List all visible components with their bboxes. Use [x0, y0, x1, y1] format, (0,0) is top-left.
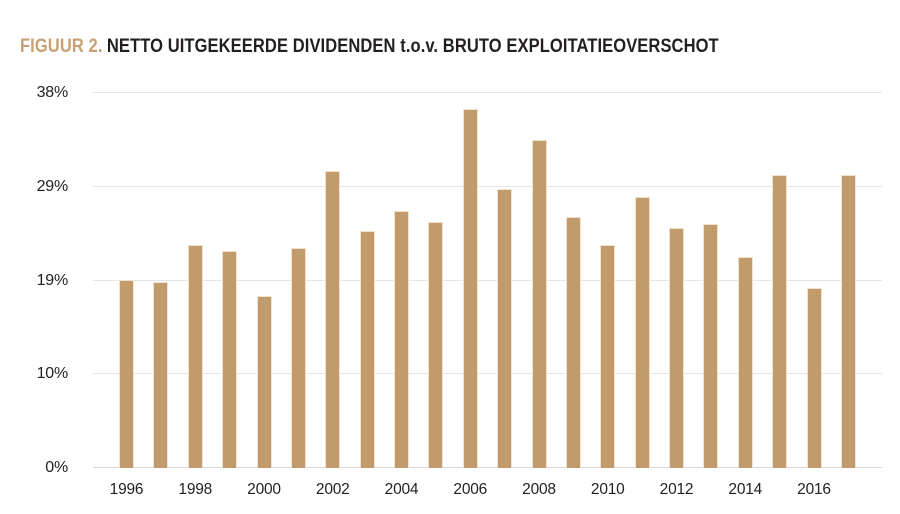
bar-slot-2001	[290, 93, 306, 468]
bar-2011	[634, 196, 650, 468]
x-axis-tick-label-2008: 2008	[522, 481, 556, 498]
x-axis-tick-label-2014: 2014	[728, 481, 763, 498]
bar-2012	[669, 228, 684, 468]
bar-2017	[840, 174, 856, 468]
bar-2013	[703, 224, 719, 468]
x-tick-slot-2012: 2012	[660, 468, 694, 502]
bar-slot-2017	[840, 93, 856, 468]
x-axis-tick-label-2004: 2004	[384, 481, 419, 498]
gridline-29%	[93, 185, 882, 187]
bar-1998	[187, 244, 203, 468]
bar-slot-2002	[325, 93, 341, 468]
x-tick-slot-2004: 2004	[385, 468, 419, 502]
bar-slot-2004	[394, 93, 409, 468]
x-axis-tick-label-2006: 2006	[453, 481, 488, 498]
x-axis-tick-label-1996: 1996	[109, 481, 144, 498]
x-axis-tick-label-2016: 2016	[797, 481, 831, 498]
bar-slot-2010	[600, 93, 616, 468]
x-tick-slot-1999	[222, 468, 237, 502]
bar-slot-2015	[772, 93, 788, 468]
x-tick-slot-1996: 1996	[110, 468, 144, 502]
bar-slot-2013	[703, 93, 719, 468]
bar-2016	[806, 288, 822, 468]
gridline-38%	[93, 92, 882, 93]
bar-2004	[394, 211, 409, 468]
chart-title: FIGUUR 2. NETTO UITGEKEERDE DIVIDENDEN t.…	[20, 36, 719, 58]
x-tick-slot-2007	[497, 468, 512, 502]
bar-slot-2016	[806, 93, 822, 468]
x-tick-slot-2008: 2008	[522, 468, 556, 502]
bar-slot-2006	[462, 93, 478, 468]
bar-slot-2000	[256, 93, 272, 468]
x-axis-labels: 1996 1998 2000 2002 2004 2006 2008 2010 2012 2014…	[93, 468, 882, 502]
chart-title-text: NETTO UITGEKEERDE DIVIDENDEN t.o.v. BRUT…	[106, 36, 719, 57]
bar-1999	[222, 250, 238, 468]
x-axis-tick-label-2000: 2000	[247, 481, 281, 498]
bar-slot-2009	[565, 93, 581, 468]
bar-slot-2005	[428, 93, 444, 468]
x-axis-tick-label-1998: 1998	[178, 481, 213, 498]
bar-2006	[462, 108, 478, 468]
y-axis-tick-label-0%: 0%	[45, 459, 68, 476]
x-tick-slot-2017	[841, 468, 856, 502]
x-tick-slot-2011	[635, 468, 650, 502]
bar-2003	[359, 231, 375, 468]
bar-2015	[772, 174, 788, 468]
x-tick-slot-2002: 2002	[316, 468, 350, 502]
y-axis-tick-label-10%: 10%	[36, 365, 69, 383]
x-tick-slot-2009	[566, 468, 581, 502]
x-tick-slot-2005	[428, 468, 443, 502]
x-tick-slot-1997	[153, 468, 168, 502]
bar-2014	[737, 256, 753, 468]
bar-2009	[565, 217, 581, 468]
x-tick-slot-2013	[703, 468, 718, 502]
bar-2001	[290, 247, 306, 468]
x-tick-slot-2006: 2006	[453, 468, 487, 502]
x-tick-slot-2001	[291, 468, 306, 502]
bar-2000	[256, 296, 272, 468]
x-tick-slot-2015	[772, 468, 787, 502]
bars	[93, 93, 882, 468]
gridline-10%	[93, 373, 882, 375]
bar-2008	[531, 140, 547, 468]
bar-slot-2012	[669, 93, 684, 468]
plot-area: 1996 1998 2000 2002 2004 2006 2008 2010 2012 2014…	[37, 84, 882, 498]
bar-slot-2008	[531, 93, 547, 468]
bar-2002	[325, 170, 341, 468]
bar-slot-2014	[737, 93, 753, 468]
x-axis-tick-label-2002: 2002	[315, 481, 350, 498]
x-axis-tick-label-2010: 2010	[590, 481, 625, 498]
bar-slot-1999	[222, 93, 238, 468]
bar-slot-2003	[359, 93, 375, 468]
x-tick-slot-2003	[360, 468, 375, 502]
y-axis-tick-label-19%: 19%	[36, 271, 69, 289]
x-tick-slot-2010: 2010	[591, 468, 625, 502]
bar-slot-1996	[119, 93, 134, 468]
x-tick-slot-1998: 1998	[178, 468, 212, 502]
x-tick-slot-2000: 2000	[247, 468, 281, 502]
y-axis-tick-label-38%: 38%	[36, 84, 69, 101]
bar-1996	[119, 279, 134, 468]
bar-2005	[428, 222, 444, 468]
bar-2007	[497, 188, 513, 468]
bar-slot-2007	[497, 93, 513, 468]
bar-slot-1998	[187, 93, 203, 468]
y-axis-tick-label-29%: 29%	[36, 177, 69, 195]
chart-title-prefix: FIGUUR 2.	[20, 36, 103, 57]
bar-slot-1997	[153, 93, 169, 468]
x-tick-slot-2016: 2016	[797, 468, 831, 502]
x-axis-tick-label-2012: 2012	[659, 481, 694, 498]
x-tick-slot-2014: 2014	[728, 468, 762, 502]
gridline-0%	[93, 467, 882, 468]
bar-2010	[600, 244, 616, 468]
bar-slot-2011	[634, 93, 650, 468]
gridline-19%	[93, 279, 882, 281]
bar-1997	[153, 282, 169, 468]
